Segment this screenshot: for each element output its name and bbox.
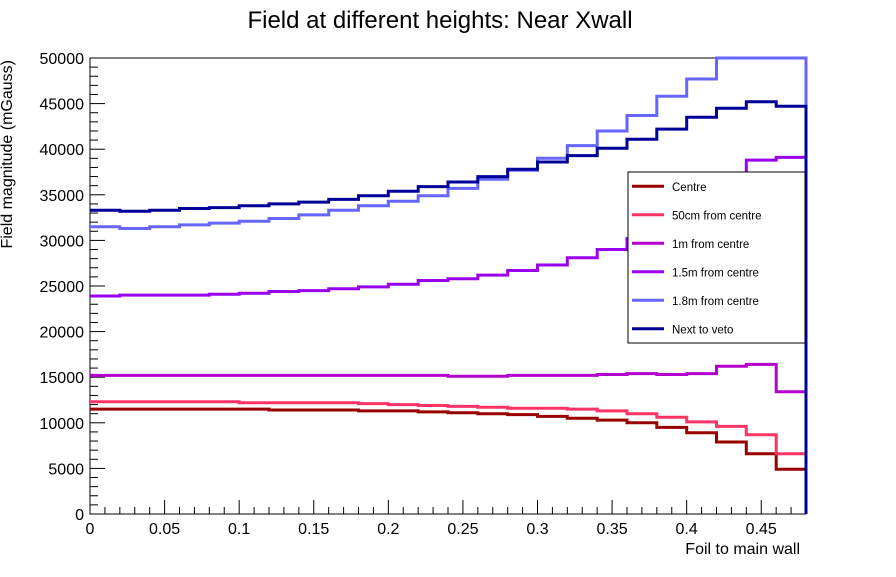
series-line-3 bbox=[90, 362, 808, 514]
legend-label: 1.8m from centre bbox=[672, 296, 759, 308]
y-tick-label: 35000 bbox=[40, 188, 85, 205]
legend-label: 1m from centre bbox=[672, 239, 749, 251]
x-tick-label: 0.05 bbox=[149, 521, 180, 538]
y-tick-label: 15000 bbox=[40, 370, 85, 387]
x-tick-label: 0.45 bbox=[746, 521, 777, 538]
y-axis-title: Field magnitude (mGauss) bbox=[0, 60, 16, 249]
y-tick-label: 10000 bbox=[40, 416, 85, 433]
y-tick-label: 5000 bbox=[48, 461, 84, 478]
y-tick-label: 0 bbox=[75, 507, 84, 524]
x-tick-label: 0.3 bbox=[526, 521, 548, 538]
y-tick-label: 40000 bbox=[40, 142, 85, 159]
x-tick-label: 0.15 bbox=[298, 521, 329, 538]
y-tick-label: 45000 bbox=[40, 97, 85, 114]
legend-label: Centre bbox=[672, 182, 707, 194]
chart-title: Field at different heights: Near Xwall bbox=[247, 7, 632, 34]
x-tick-label: 0.35 bbox=[597, 521, 628, 538]
x-tick-label: 0.1 bbox=[228, 521, 250, 538]
series-line-5 bbox=[90, 56, 808, 514]
series-line-1 bbox=[90, 407, 808, 514]
x-tick-label: 0 bbox=[86, 521, 95, 538]
x-tick-label: 0.2 bbox=[377, 521, 399, 538]
x-tick-label: 0.4 bbox=[676, 521, 698, 538]
x-tick-label: 0.25 bbox=[447, 521, 478, 538]
series-line-6 bbox=[90, 100, 808, 514]
legend-label: 1.5m from centre bbox=[672, 267, 759, 279]
series-line-2 bbox=[90, 400, 808, 514]
y-tick-label: 50000 bbox=[40, 51, 85, 68]
y-tick-label: 30000 bbox=[40, 233, 85, 250]
y-tick-label: 25000 bbox=[40, 279, 85, 296]
legend-label: 50cm from centre bbox=[672, 210, 761, 222]
legend-label: Next to veto bbox=[672, 324, 733, 336]
y-tick-label: 20000 bbox=[40, 325, 85, 342]
legend-box bbox=[627, 171, 806, 344]
x-axis-title: Foil to main wall bbox=[685, 541, 800, 558]
